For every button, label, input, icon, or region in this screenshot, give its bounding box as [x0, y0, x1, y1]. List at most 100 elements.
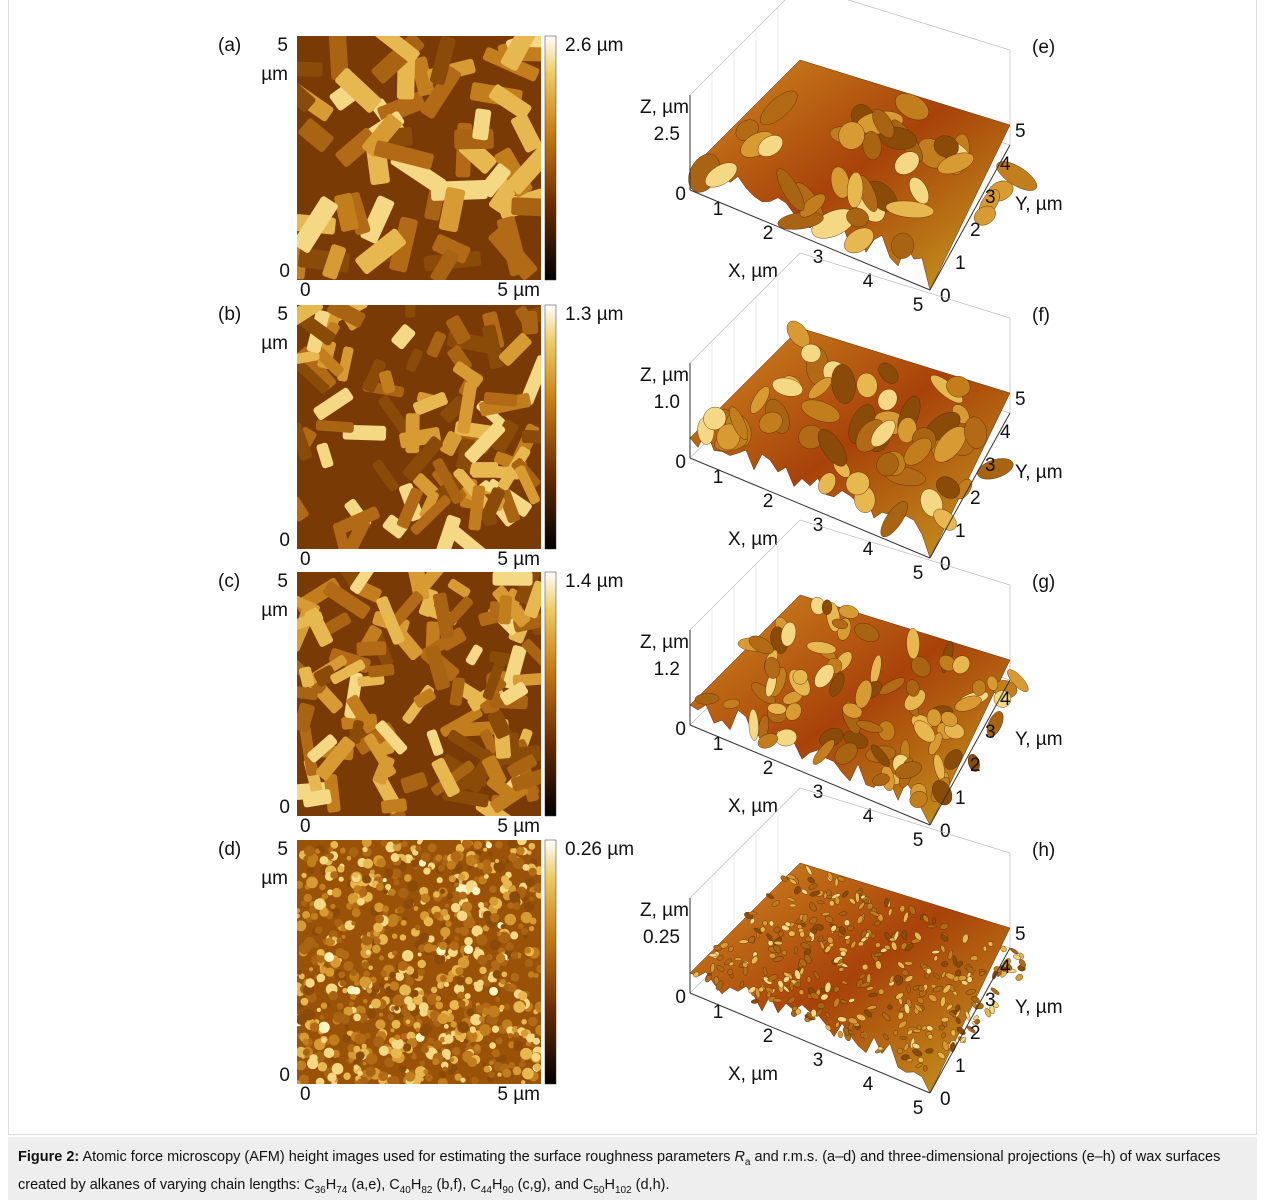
caption: Figure 2: Atomic force microscopy (AFM) …	[8, 1137, 1257, 1200]
grain	[371, 999, 381, 1009]
grain	[509, 891, 520, 902]
grain	[319, 1015, 325, 1021]
grain	[383, 878, 387, 882]
grain	[387, 1076, 395, 1084]
grain	[388, 914, 399, 925]
grain	[379, 982, 384, 987]
grain	[438, 1078, 448, 1088]
grain	[486, 842, 492, 848]
grain	[451, 903, 461, 913]
grain	[343, 961, 353, 971]
y-unit-label: µm	[261, 333, 288, 354]
grain	[295, 920, 306, 931]
grain	[375, 1019, 385, 1029]
feature	[972, 680, 986, 696]
feature	[795, 1008, 801, 1014]
grain	[359, 888, 368, 897]
y-top-label: 5	[277, 571, 288, 592]
caption-text: (d,h).	[632, 1177, 670, 1193]
y-tick-label: 2	[970, 488, 981, 509]
grain	[339, 877, 344, 882]
grain	[437, 982, 444, 989]
grain	[440, 927, 450, 937]
grain	[384, 977, 388, 981]
grain	[407, 880, 418, 891]
grain	[445, 921, 451, 927]
grain	[523, 897, 528, 902]
grain	[530, 918, 537, 925]
grain	[496, 1038, 503, 1045]
grain	[513, 1001, 525, 1013]
y-tick-label: 4	[1000, 154, 1011, 175]
projection-3d	[690, 788, 1027, 1093]
feature	[862, 964, 868, 970]
x-tick-label: 5	[913, 295, 924, 316]
y-unit-label: µm	[261, 600, 288, 621]
grain	[534, 883, 544, 893]
z-min-label: 0	[675, 452, 686, 473]
grain	[525, 959, 533, 967]
y-tick-label: 1	[955, 1056, 966, 1077]
grain	[528, 1017, 538, 1027]
grain	[489, 987, 498, 996]
grain	[453, 942, 458, 947]
caption-sub: 90	[502, 1185, 513, 1196]
grain	[306, 877, 318, 889]
grain	[376, 883, 384, 891]
grain	[464, 945, 473, 954]
grain	[356, 1051, 365, 1060]
grain	[334, 919, 342, 927]
grain	[396, 972, 404, 980]
grain	[301, 873, 306, 878]
grain	[505, 859, 509, 863]
grain	[338, 971, 345, 978]
grain	[375, 915, 384, 924]
y-bottom-label: 0	[279, 261, 290, 282]
grain	[295, 913, 300, 918]
grain	[306, 917, 312, 923]
grain	[309, 1054, 317, 1062]
grain	[360, 1019, 364, 1023]
grain	[417, 960, 426, 969]
crystal	[498, 595, 512, 625]
caption-sub: 40	[400, 1185, 411, 1196]
grain	[373, 1036, 384, 1047]
grain	[330, 904, 335, 909]
grain	[383, 889, 388, 894]
grain	[434, 912, 441, 919]
grain	[489, 1061, 493, 1065]
z-min-label: 0	[675, 987, 686, 1008]
grain	[474, 876, 479, 881]
grain	[460, 926, 469, 935]
grain	[457, 1021, 469, 1033]
grain	[505, 942, 514, 951]
y-top-label: 5	[277, 839, 288, 860]
grain	[529, 926, 534, 931]
feature	[927, 925, 937, 929]
grain	[420, 1026, 430, 1036]
grain	[392, 837, 399, 844]
grain	[513, 1041, 523, 1051]
grain	[354, 1065, 359, 1070]
grain	[363, 859, 373, 869]
grain	[351, 921, 355, 925]
grain	[516, 847, 524, 855]
y-tick-label: 2	[970, 1023, 981, 1044]
grain	[527, 850, 532, 855]
grain	[392, 1020, 401, 1029]
feature	[769, 953, 776, 958]
grain	[529, 896, 534, 901]
grain	[521, 928, 528, 935]
grain	[391, 1047, 402, 1058]
grain	[438, 1013, 449, 1024]
grain	[355, 1033, 366, 1044]
caption-sub: 74	[336, 1185, 347, 1196]
grain	[526, 878, 535, 887]
grain	[450, 1058, 454, 1062]
grain	[357, 898, 365, 906]
grain	[487, 955, 492, 960]
crystal	[405, 293, 417, 318]
grain	[444, 1024, 449, 1029]
grain	[501, 924, 506, 929]
z-max-label: 1.2	[654, 659, 680, 680]
